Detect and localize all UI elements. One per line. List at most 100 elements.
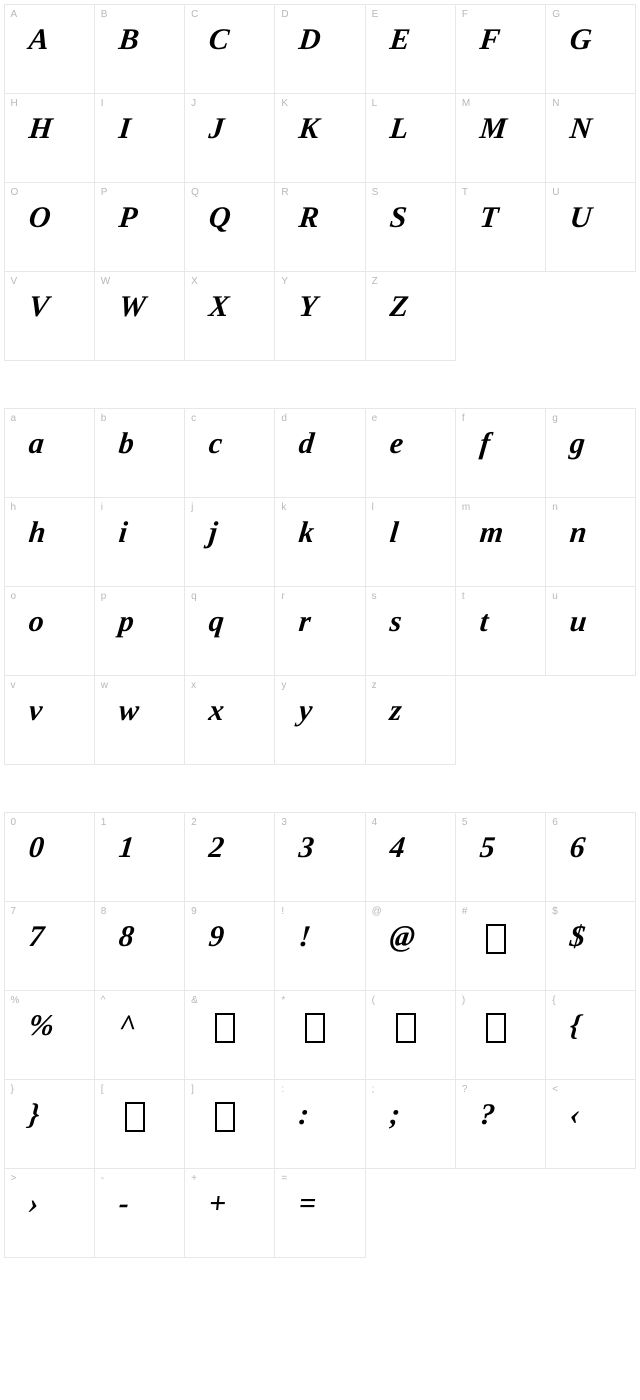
- glyph-cell: NN: [545, 93, 636, 183]
- glyph-cell: jj: [184, 497, 275, 587]
- glyph-cell: JJ: [184, 93, 275, 183]
- cell-key-label: u: [552, 591, 558, 602]
- glyph-cell: OO: [4, 182, 95, 272]
- cell-key-label: M: [462, 98, 470, 109]
- glyph-cell: &: [184, 990, 275, 1080]
- cell-glyph: R: [298, 201, 322, 235]
- cell-key-label: J: [191, 98, 196, 109]
- glyph-cell: ff: [455, 408, 546, 498]
- glyph-cell: tt: [455, 586, 546, 676]
- empty-cell: [545, 1168, 636, 1258]
- cell-glyph: A: [27, 23, 51, 57]
- glyph-cell: mm: [455, 497, 546, 587]
- glyph-cell: ;;: [365, 1079, 456, 1169]
- cell-key-label: S: [372, 187, 379, 198]
- cell-glyph: 2: [207, 831, 226, 865]
- glyph-cell: MM: [455, 93, 546, 183]
- glyph-cell: 66: [545, 812, 636, 902]
- cell-key-label: *: [281, 995, 285, 1006]
- glyph-cell: HH: [4, 93, 95, 183]
- glyph-cell: ee: [365, 408, 456, 498]
- cell-key-label: ?: [462, 1084, 468, 1095]
- cell-key-label: ^: [101, 995, 106, 1006]
- cell-glyph: v: [27, 694, 44, 728]
- cell-glyph: [215, 1013, 235, 1043]
- cell-glyph: s: [388, 605, 403, 639]
- cell-glyph: ?: [478, 1098, 497, 1132]
- glyph-cell: uu: [545, 586, 636, 676]
- glyph-cell: 99: [184, 901, 275, 991]
- cell-glyph: l: [388, 516, 400, 550]
- cell-key-label: +: [191, 1173, 197, 1184]
- cell-key-label: A: [11, 9, 18, 20]
- cell-glyph: P: [117, 201, 139, 235]
- cell-glyph: T: [478, 201, 500, 235]
- cell-key-label: B: [101, 9, 108, 20]
- cell-glyph: K: [298, 112, 322, 146]
- cell-key-label: q: [191, 591, 197, 602]
- cell-glyph: g: [568, 427, 587, 461]
- glyph-cell: 44: [365, 812, 456, 902]
- cell-key-label: R: [281, 187, 288, 198]
- cell-glyph: m: [478, 516, 505, 550]
- cell-key-label: 5: [462, 817, 468, 828]
- glyph-cell: EE: [365, 4, 456, 94]
- cell-key-label: !: [281, 906, 284, 917]
- cell-glyph: H: [27, 112, 54, 146]
- cell-key-label: @: [372, 906, 382, 917]
- cell-glyph: E: [388, 23, 412, 57]
- cell-key-label: v: [11, 680, 16, 691]
- cell-key-label: s: [372, 591, 377, 602]
- cell-glyph: 4: [388, 831, 407, 865]
- glyph-cell: 22: [184, 812, 275, 902]
- cell-key-label: k: [281, 502, 286, 513]
- cell-key-label: c: [191, 413, 196, 424]
- cell-key-label: 0: [11, 817, 17, 828]
- cell-glyph: 3: [298, 831, 317, 865]
- cell-key-label: h: [11, 502, 17, 513]
- cell-key-label: {: [552, 995, 555, 1006]
- glyph-cell: pp: [94, 586, 185, 676]
- glyph-cell: 77: [4, 901, 95, 991]
- cell-key-label: z: [372, 680, 377, 691]
- glyph-cell: yy: [274, 675, 365, 765]
- cell-key-label: y: [281, 680, 286, 691]
- cell-key-label: [: [101, 1084, 104, 1095]
- glyph-cell: ZZ: [365, 271, 456, 361]
- cell-key-label: 7: [11, 906, 17, 917]
- glyph-cell: }}: [4, 1079, 95, 1169]
- cell-glyph: h: [27, 516, 47, 550]
- glyph-cell: QQ: [184, 182, 275, 272]
- cell-glyph: [486, 1013, 506, 1043]
- glyph-cell: 00: [4, 812, 95, 902]
- cell-key-label: l: [372, 502, 374, 513]
- cell-key-label: O: [11, 187, 19, 198]
- glyph-cell: $$: [545, 901, 636, 991]
- glyph-cell: aa: [4, 408, 95, 498]
- glyph-cell: zz: [365, 675, 456, 765]
- cell-key-label: x: [191, 680, 196, 691]
- cell-key-label: C: [191, 9, 198, 20]
- cell-glyph: V: [27, 290, 51, 324]
- cell-glyph: 5: [478, 831, 497, 865]
- empty-cell: [455, 1168, 546, 1258]
- cell-key-label: =: [281, 1173, 287, 1184]
- glyph-cell: oo: [4, 586, 95, 676]
- cell-glyph: $: [568, 920, 587, 954]
- cell-key-label: <: [552, 1084, 558, 1095]
- glyph-cell: nn: [545, 497, 636, 587]
- cell-glyph: q: [207, 605, 226, 639]
- cell-key-label: U: [552, 187, 559, 198]
- glyph-cell: --: [94, 1168, 185, 1258]
- cell-glyph: @: [388, 920, 417, 954]
- cell-glyph: G: [568, 23, 593, 57]
- cell-key-label: H: [11, 98, 18, 109]
- cell-key-label: 1: [101, 817, 107, 828]
- glyph-cell: RR: [274, 182, 365, 272]
- glyph-cell: >›: [4, 1168, 95, 1258]
- cell-key-label: 6: [552, 817, 558, 828]
- cell-glyph: Q: [207, 201, 232, 235]
- glyph-cell: 88: [94, 901, 185, 991]
- cell-glyph: L: [388, 112, 410, 146]
- cell-key-label: 3: [281, 817, 287, 828]
